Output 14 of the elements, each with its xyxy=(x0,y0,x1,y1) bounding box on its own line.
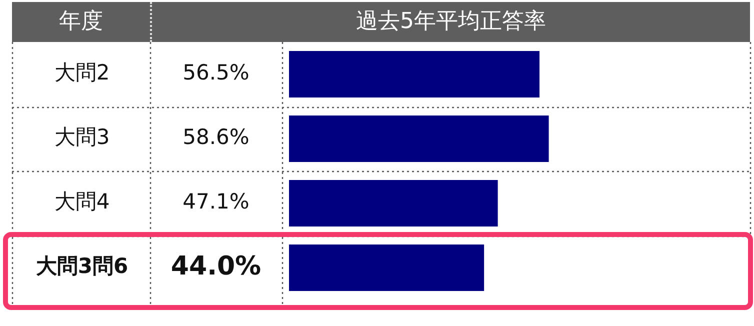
bar xyxy=(289,116,549,162)
y-tick-label: 大問2 xyxy=(54,60,110,85)
bar xyxy=(289,51,540,98)
chart-title: 過去5年平均正答率 xyxy=(355,8,547,36)
data-label: 56.5% xyxy=(182,60,250,85)
data-label: 58.6% xyxy=(182,125,250,150)
data-label: 47.1% xyxy=(182,190,250,214)
bar xyxy=(289,244,484,291)
y-axis-title: 年度 xyxy=(12,2,152,42)
y-tick-label: 大問3問6 xyxy=(36,254,128,278)
bar xyxy=(289,180,498,226)
y-tick-label: 大問3 xyxy=(54,125,110,150)
y-tick-label: 大問4 xyxy=(54,190,110,214)
data-label: 44.0% xyxy=(170,252,262,282)
